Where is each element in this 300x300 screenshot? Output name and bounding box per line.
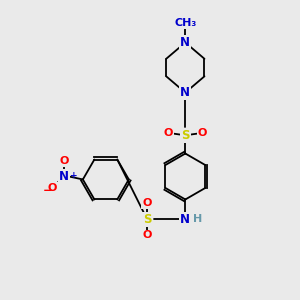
Text: S: S [143, 213, 151, 226]
Text: N: N [180, 213, 190, 226]
Text: O: O [48, 183, 57, 193]
Text: N: N [59, 170, 69, 183]
Text: S: S [181, 129, 190, 142]
Text: −: − [43, 184, 53, 197]
Text: O: O [198, 128, 207, 138]
Text: H: H [193, 214, 202, 224]
Text: N: N [180, 86, 190, 99]
Text: +: + [70, 170, 78, 179]
Text: O: O [59, 156, 68, 166]
Text: N: N [180, 36, 190, 49]
Text: O: O [142, 198, 152, 208]
Text: CH₃: CH₃ [174, 18, 196, 28]
Text: O: O [142, 230, 152, 240]
Text: O: O [164, 128, 173, 138]
